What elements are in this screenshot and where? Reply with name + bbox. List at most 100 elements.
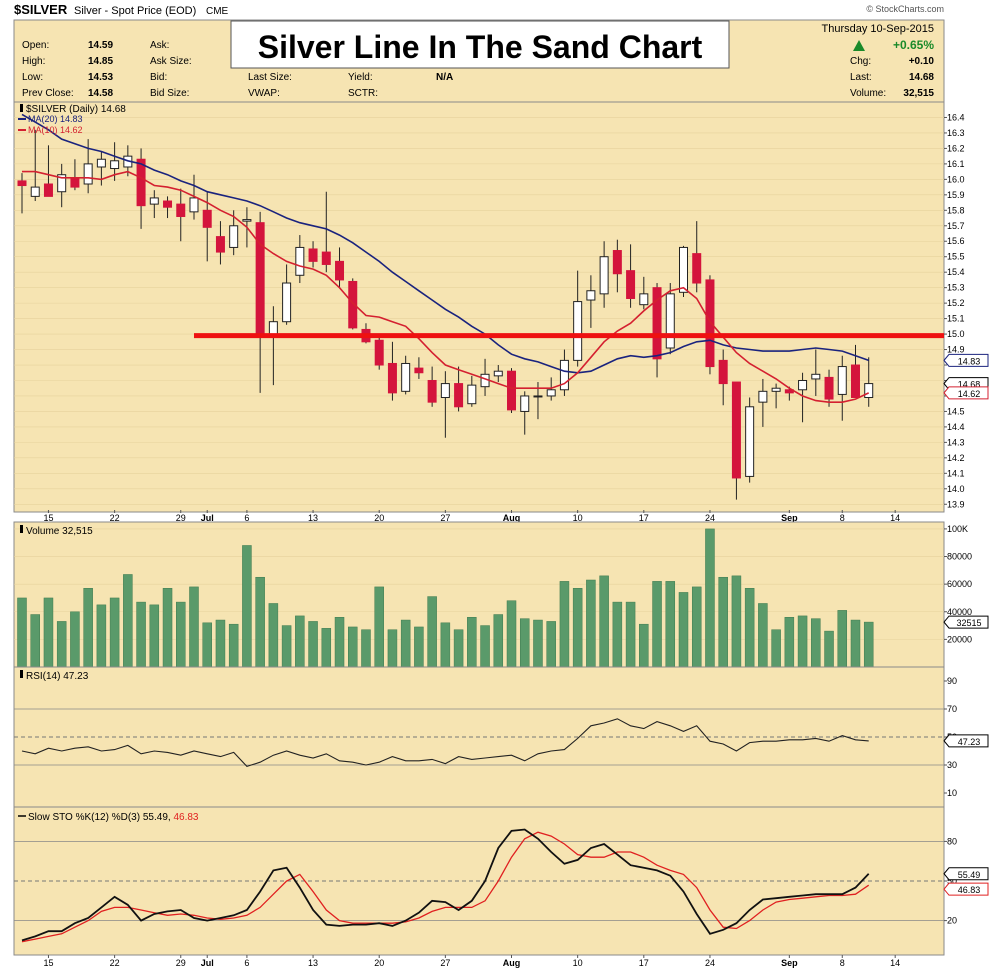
- ma20-tag-text: 14.83: [958, 356, 981, 366]
- stochastic-k-line: [21, 828, 870, 942]
- candle: [57, 163, 67, 208]
- candle-body-up: [520, 395, 530, 412]
- date-axis-top-label: 15: [43, 513, 53, 523]
- stochastic-k-tag-text: 55.49: [958, 870, 981, 880]
- field-yield-label: Yield:: [348, 72, 373, 83]
- volume-bars: [17, 528, 874, 668]
- volume-bar: [374, 586, 384, 668]
- candle-body-up: [295, 246, 305, 276]
- volume-bar: [295, 615, 305, 668]
- price-tick-label: 15.8: [947, 205, 965, 215]
- stochastic-d-tag-box: [943, 882, 989, 896]
- stochastic-d-tag-text: 46.83: [958, 885, 981, 895]
- volume-last-value-tag: 32515: [943, 615, 989, 629]
- ma20-legend-label: MA(20) 14.83: [28, 114, 83, 124]
- candle: [758, 378, 768, 427]
- candle: [692, 221, 702, 293]
- candle-body-down: [255, 222, 265, 335]
- candle-body-down: [136, 158, 146, 207]
- date-axis-top-label: 8: [840, 513, 845, 523]
- stochastic-legend-d: 46.83: [173, 812, 198, 823]
- candle: [440, 371, 450, 438]
- volume-bar: [797, 615, 808, 668]
- candle-body-down: [176, 203, 186, 217]
- volume-bar: [321, 628, 332, 668]
- date-axis-bottom-label: Jul: [201, 958, 214, 968]
- candle-body-up: [96, 158, 106, 168]
- date-axis-bottom-label: 29: [176, 958, 186, 968]
- price-tick-label: 16.2: [947, 143, 965, 153]
- volume-bar: [784, 617, 795, 668]
- price-tick-label: 15.4: [947, 267, 965, 277]
- volume-bar: [771, 629, 781, 668]
- candle: [731, 381, 741, 500]
- volume-bar: [189, 586, 199, 668]
- volume-tag-box: [943, 615, 989, 629]
- candle-body-down: [387, 362, 397, 394]
- stochastic-legend-comma: ,: [168, 812, 174, 823]
- volume-bar: [652, 581, 662, 668]
- candle-body-down: [454, 383, 464, 408]
- stochastic-legend-k: 55.49: [143, 812, 168, 823]
- volume-bar: [202, 622, 212, 668]
- candle: [335, 247, 345, 288]
- field-prev-close-value: 14.58: [88, 88, 113, 99]
- price-tick-label: 15.3: [947, 283, 965, 293]
- candle: [837, 355, 847, 421]
- volume-bar: [559, 581, 570, 668]
- candle-body-up: [57, 174, 67, 193]
- ma20-tag-box: [943, 353, 989, 367]
- volume-bar: [268, 603, 279, 668]
- date-axis-top-label: 13: [308, 513, 318, 523]
- candle: [864, 357, 874, 407]
- candle: [520, 391, 530, 435]
- field-volume-label: Volume:: [850, 88, 886, 99]
- volume-bar: [824, 630, 834, 668]
- date-axis-top-label: 17: [639, 513, 649, 523]
- candle-body-down: [17, 180, 27, 187]
- field-bid-size-label: Bid Size:: [150, 88, 189, 99]
- candle-body-up: [546, 389, 556, 397]
- candle-body-up: [83, 163, 93, 185]
- candle-body-down: [335, 260, 345, 281]
- candle-body-down: [202, 209, 212, 228]
- candle-body-up: [665, 293, 675, 349]
- field-ask-size-label: Ask Size:: [150, 56, 192, 67]
- watermark: © StockCharts.com: [866, 4, 944, 14]
- candle-body-down: [626, 270, 636, 299]
- volume-bar: [43, 597, 54, 668]
- candle-body-up: [771, 387, 781, 392]
- date-axis-top: 15 22 29 Jul 6 13 20 27 Aug 10 17 24 Sep 8 14: [43, 510, 900, 523]
- price-tick-label: 15.9: [947, 190, 965, 200]
- candle: [387, 341, 397, 401]
- candle-body-up: [401, 362, 411, 392]
- field-yield-value: N/A: [436, 72, 453, 83]
- volume-bar: [281, 625, 292, 668]
- date-axis-bottom-label: 27: [440, 958, 450, 968]
- candle: [639, 276, 649, 310]
- volume-bar: [519, 618, 530, 668]
- date-axis-top-label: 29: [176, 513, 186, 523]
- candle: [705, 275, 715, 375]
- stochastic-k-tag-box: [943, 867, 989, 881]
- price-tick-label: 16.0: [947, 174, 965, 184]
- date-axis-bottom-label: 13: [308, 958, 318, 968]
- candle: [493, 365, 503, 383]
- field-last-label: Last:: [850, 72, 872, 83]
- field-last-value: 14.68: [909, 72, 934, 83]
- candle: [626, 244, 636, 308]
- stochastic-reference-lines: [14, 841, 944, 921]
- candle-body-down: [374, 339, 384, 366]
- volume-bar: [255, 576, 265, 668]
- candle: [718, 349, 728, 406]
- field-sctr-label: SCTR:: [348, 88, 378, 99]
- field-low-value: 14.53: [88, 72, 113, 83]
- candle-body-down: [70, 177, 80, 188]
- price-tick-label: 15.5: [947, 252, 965, 262]
- exchange-label: CME: [206, 6, 229, 17]
- volume-bar: [612, 601, 623, 668]
- symbol-label: $SILVER: [14, 2, 68, 17]
- volume-bar: [56, 621, 67, 668]
- volume-bar: [30, 614, 40, 668]
